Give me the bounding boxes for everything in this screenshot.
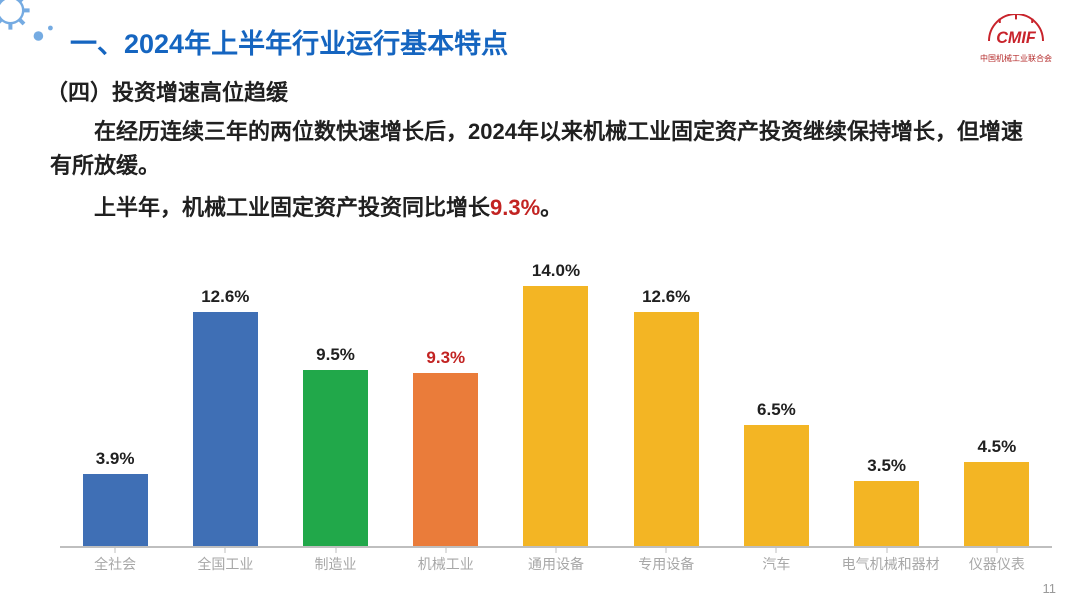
bar-value-label: 12.6% xyxy=(642,287,690,307)
svg-text:CMIF: CMIF xyxy=(996,29,1037,47)
x-tick-label: 机械工业 xyxy=(401,554,491,574)
x-tick: 仪器仪表 xyxy=(952,548,1042,574)
bar-column: 9.5% xyxy=(291,345,381,546)
x-tick-label: 通用设备 xyxy=(511,554,601,574)
paragraph-2-b: 。 xyxy=(540,195,562,220)
bar-rect xyxy=(634,312,699,546)
bar-value-label: 9.3% xyxy=(426,348,465,368)
page-number: 11 xyxy=(1043,581,1057,596)
x-tick: 制造业 xyxy=(291,548,381,574)
bar-value-label: 9.5% xyxy=(316,345,355,365)
bar-value-label: 6.5% xyxy=(757,400,796,420)
bar-rect xyxy=(523,286,588,546)
bar-rect xyxy=(964,462,1029,546)
x-tick-label: 电气机械和器材 xyxy=(842,554,932,574)
x-tick: 全国工业 xyxy=(180,548,270,574)
x-tick-label: 全国工业 xyxy=(180,554,270,574)
investment-growth-chart: 3.9%12.6%9.5%9.3%14.0%12.6%6.5%3.5%4.5% … xyxy=(60,263,1052,572)
chart-plot-area: 3.9% 12.6% 9.5% 9.3% 14.0% 12.6% 6.5% 3.5% 4.5% xyxy=(60,263,1052,548)
bar-column: 9.3% xyxy=(401,348,491,546)
bar-value-label: 3.5% xyxy=(867,456,906,476)
bar-value-label: 4.5% xyxy=(977,437,1016,457)
bar-rect xyxy=(854,481,919,546)
x-tick: 通用设备 xyxy=(511,548,601,574)
bar-column: 12.6% xyxy=(621,287,711,546)
chart-x-axis: 全社会全国工业 制造业机械工业通用设备专用设备汽车 电气机械和器材仪器仪表 xyxy=(60,548,1052,572)
bar-rect xyxy=(413,373,478,546)
x-tick-label: 全社会 xyxy=(70,554,160,574)
x-tick: 全社会 xyxy=(70,548,160,574)
bar-rect xyxy=(744,425,809,546)
slide-title: 一、2024年上半年行业运行基本特点 xyxy=(70,22,508,61)
paragraph-2-highlight: 9.3% xyxy=(490,195,540,220)
x-tick: 电气机械和器材 xyxy=(842,548,932,574)
bar-rect xyxy=(193,312,258,546)
cmif-logo: CMIF 中国机械工业联合会 xyxy=(980,14,1052,64)
x-tick-label: 汽车 xyxy=(731,554,821,574)
bar-value-label: 12.6% xyxy=(201,287,249,307)
x-tick: 专用设备 xyxy=(621,548,711,574)
x-tick-label: 仪器仪表 xyxy=(952,554,1042,574)
bar-column: 4.5% xyxy=(952,437,1042,546)
bar-column: 3.9% xyxy=(70,449,160,546)
section-subtitle: （四）投资增速高位趋缓 xyxy=(0,61,1080,107)
bar-column: 3.5% xyxy=(842,456,932,546)
x-tick-label: 专用设备 xyxy=(621,554,711,574)
x-tick-label: 制造业 xyxy=(291,554,381,574)
bar-column: 14.0% xyxy=(511,261,601,546)
bar-rect xyxy=(303,370,368,546)
paragraph-2: 上半年，机械工业固定资产投资同比增长9.3%。 xyxy=(0,183,1080,225)
logo-subtext: 中国机械工业联合会 xyxy=(980,53,1052,64)
paragraph-1: 在经历连续三年的两位数快速增长后，2024年以来机械工业固定资产投资继续保持增长… xyxy=(0,107,1080,183)
paragraph-2-a: 上半年，机械工业固定资产投资同比增长 xyxy=(94,195,490,220)
bar-value-label: 3.9% xyxy=(96,449,135,469)
x-tick: 汽车 xyxy=(731,548,821,574)
bar-value-label: 14.0% xyxy=(532,261,580,281)
bar-column: 6.5% xyxy=(731,400,821,546)
bar-rect xyxy=(83,474,148,546)
bar-column: 12.6% xyxy=(180,287,270,546)
x-tick: 机械工业 xyxy=(401,548,491,574)
paragraph-1-text: 在经历连续三年的两位数快速增长后，2024年以来机械工业固定资产投资继续保持增长… xyxy=(50,119,1023,178)
